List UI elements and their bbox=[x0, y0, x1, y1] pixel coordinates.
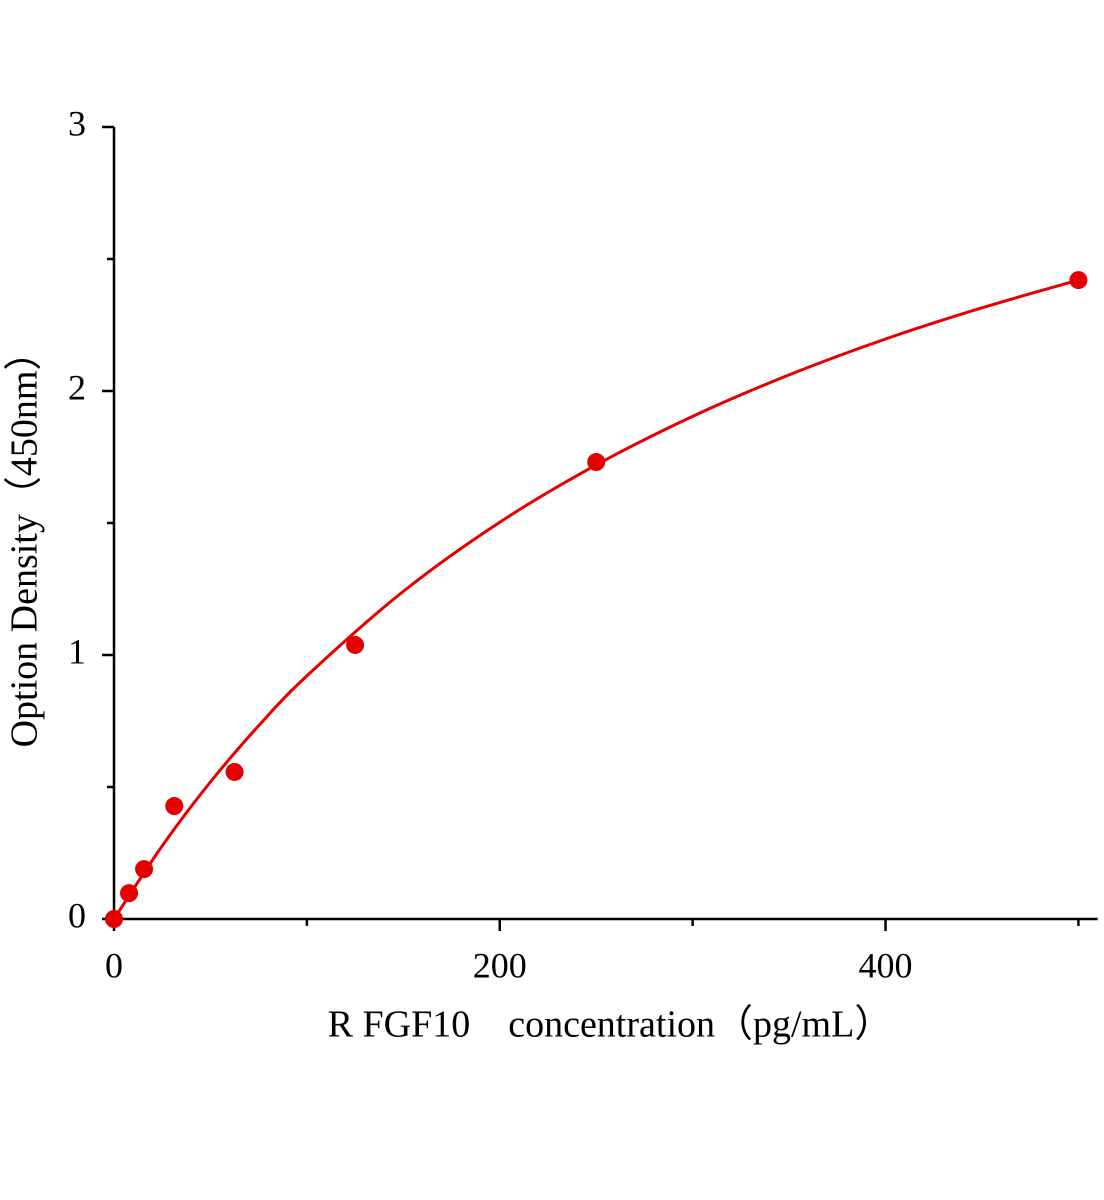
fit-curve bbox=[112, 278, 1079, 920]
data-point bbox=[105, 910, 123, 928]
y-tick-label: 0 bbox=[68, 895, 86, 935]
y-axis-title: Option Density（450nm） bbox=[4, 333, 46, 748]
x-axis-title: R FGF10 concentration（pg/mL） bbox=[328, 1004, 893, 1046]
x-tick-label: 400 bbox=[859, 945, 913, 985]
data-point bbox=[120, 884, 139, 903]
data-point bbox=[165, 797, 184, 816]
y-tick-label: 1 bbox=[68, 631, 86, 671]
data-point bbox=[346, 635, 365, 654]
data-point bbox=[135, 860, 154, 879]
x-tick-label: 200 bbox=[473, 945, 527, 985]
data-point bbox=[1069, 271, 1088, 290]
y-tick-label: 2 bbox=[68, 367, 86, 407]
y-tick-label: 3 bbox=[68, 103, 86, 143]
data-point bbox=[225, 762, 244, 781]
data-point bbox=[587, 453, 606, 472]
x-tick-label: 0 bbox=[105, 945, 123, 985]
